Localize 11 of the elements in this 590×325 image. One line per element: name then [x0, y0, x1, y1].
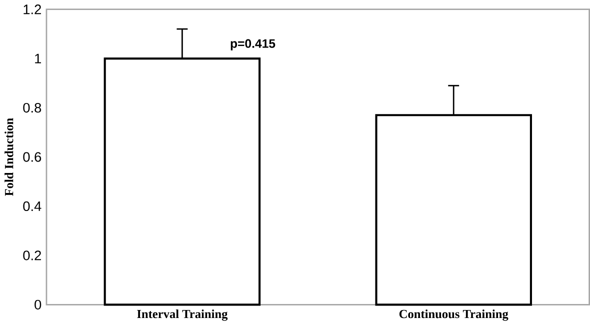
x-tick-label: Continuous Training — [399, 309, 508, 321]
y-tick-label: 0.8 — [23, 102, 42, 112]
y-tick-label: 0.2 — [23, 250, 41, 260]
y-tick-label: 1.2 — [24, 4, 41, 14]
y-axis-title: Fold Induction — [4, 118, 14, 196]
x-tick-label: Interval Training — [137, 309, 228, 321]
y-tick-label: 0 — [34, 300, 42, 310]
y-tick-label: 0.6 — [23, 152, 42, 162]
y-tick-label: 1 — [35, 54, 41, 64]
annotation: p=0.415 — [230, 39, 276, 50]
y-tick-label: 0.4 — [23, 201, 42, 211]
